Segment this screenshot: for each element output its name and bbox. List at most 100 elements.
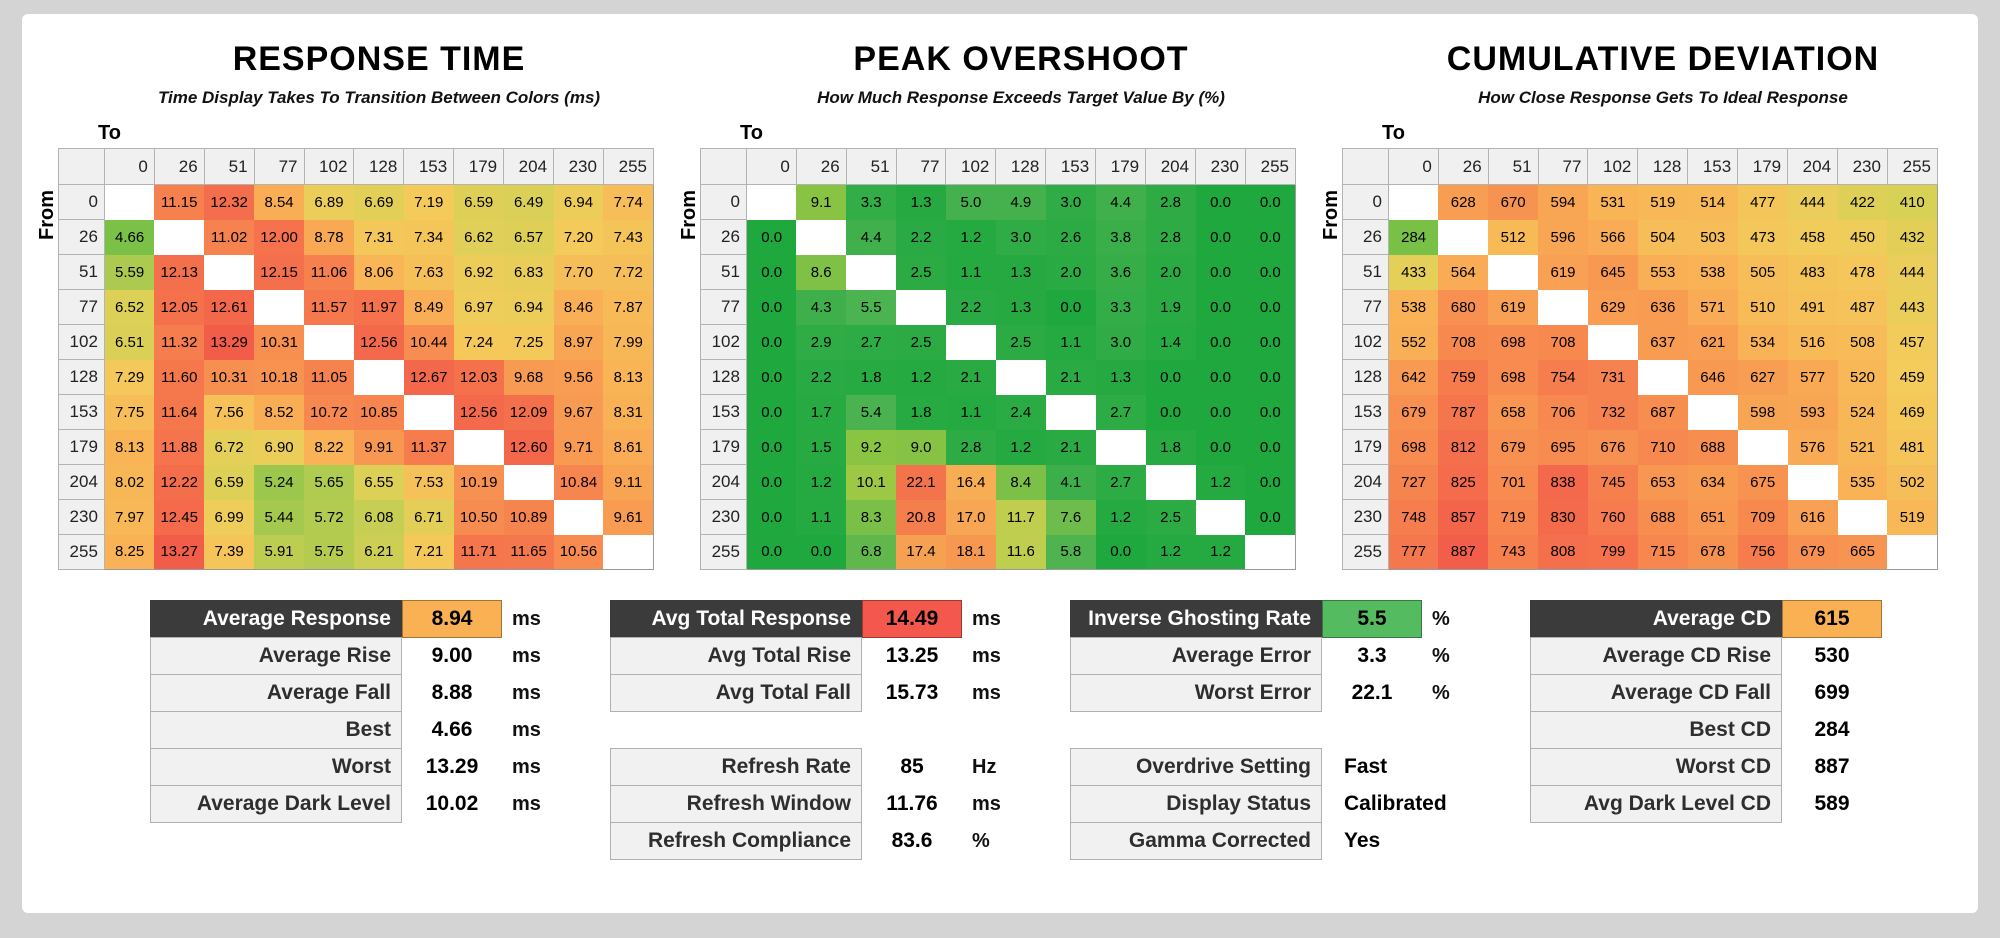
heatmap-data-row: 77 6.52 12.05 12.61 11.57 11.97 8.49 6.97 6.94 8.… — [58, 289, 654, 325]
heatmap-cell: 754 — [1538, 359, 1588, 395]
matrix-peak-overshoot: PEAK OVERSHOOT How Much Response Exceeds… — [678, 14, 1297, 570]
heatmap-cell — [603, 534, 654, 570]
summary-stat-value: Calibrated — [1344, 792, 1447, 815]
summary-stat-label: Best CD — [1530, 711, 1782, 749]
heatmap-data-row: 102 552 708 698 708 637 621 534 516 508 457 — [1342, 324, 1938, 360]
heatmap-cell: 651 — [1687, 499, 1738, 535]
heatmap-cell: 8.3 — [846, 499, 897, 535]
summary-stat-value: 3.3 — [1357, 644, 1387, 667]
heatmap-cell — [1587, 324, 1638, 360]
heatmap-cell: 5.5 — [846, 289, 897, 325]
heatmap-cell: 5.91 — [254, 534, 304, 570]
heatmap-cell: 2.2 — [896, 219, 946, 255]
heatmap-data-row: 128 0.0 2.2 1.8 1.2 2.1 2.1 1.3 0.0 0.0 0.0 — [700, 359, 1296, 395]
heatmap-cell: 8.54 — [254, 184, 304, 220]
heatmap-cell: 760 — [1587, 499, 1638, 535]
heatmap-cell: 1.1 — [1045, 324, 1096, 360]
row-header: 179 — [700, 429, 747, 465]
heatmap-cell: 10.84 — [553, 464, 604, 500]
heatmap-cell: 5.0 — [945, 184, 996, 220]
heatmap-cell: 9.0 — [896, 429, 946, 465]
col-header: 102 — [945, 148, 997, 185]
heatmap-cell — [1637, 359, 1688, 395]
corner-cell — [58, 148, 105, 185]
heatmap-cell: 552 — [1388, 324, 1439, 360]
heatmap-cell: 653 — [1637, 464, 1688, 500]
heatmap-cell: 1.8 — [846, 359, 897, 395]
heatmap-cell: 619 — [1488, 289, 1539, 325]
heatmap-cell: 473 — [1737, 219, 1788, 255]
heatmap-cell: 887 — [1438, 534, 1489, 570]
heatmap-cell: 13.29 — [204, 324, 255, 360]
matrix-subtitle: Time Display Takes To Transition Between… — [157, 88, 601, 107]
heatmap-data-row: 102 0.0 2.9 2.7 2.5 2.5 1.1 3.0 1.4 0.0 0.0 — [700, 324, 1296, 360]
heatmap-cell: 7.75 — [104, 394, 155, 430]
heatmap-cell: 4.1 — [1045, 464, 1096, 500]
heatmap-cell: 1.2 — [1195, 464, 1246, 500]
heatmap-cell: 18.1 — [945, 534, 996, 570]
col-header: 128 — [1637, 148, 1689, 185]
row-header: 0 — [1342, 184, 1389, 220]
heatmap-cell: 519 — [1887, 499, 1938, 535]
heatmap-cell: 1.3 — [1095, 359, 1146, 395]
heatmap-cell: 512 — [1488, 219, 1539, 255]
heatmap-cell: 422 — [1837, 184, 1888, 220]
summary-stat-row: Average Response 8.94 ms — [150, 600, 565, 638]
heatmap-cell: 0.0 — [746, 219, 797, 255]
heatmap-cell: 619 — [1538, 254, 1588, 290]
summary-stat-unit: ms — [972, 681, 1001, 704]
matrix-header: PEAK OVERSHOOT How Much Response Exceeds… — [746, 40, 1296, 108]
heatmap-cell: 708 — [1538, 324, 1588, 360]
heatmap-cell: 8.02 — [104, 464, 155, 500]
heatmap-cell: 10.72 — [304, 394, 354, 430]
heatmap-cell: 0.0 — [1245, 499, 1296, 535]
row-header: 153 — [1342, 394, 1389, 430]
heatmap-cell: 11.71 — [453, 534, 504, 570]
summary-stat-value: 15.73 — [885, 681, 939, 704]
heatmap-cell: 1.2 — [896, 359, 946, 395]
heatmap-cell: 2.8 — [945, 429, 996, 465]
col-header: 102 — [303, 148, 355, 185]
summary-stat-row: Avg Total Rise 13.25 ms — [610, 637, 1025, 675]
heatmap-data-row: 102 6.51 11.32 13.29 10.31 12.56 10.44 7.24 7.25… — [58, 324, 654, 360]
heatmap-cell: 0.0 — [1245, 464, 1296, 500]
heatmap-cell: 0.0 — [746, 499, 797, 535]
summary-stat-value: 8.94 — [402, 600, 502, 638]
heatmap-cell: 9.56 — [553, 359, 604, 395]
heatmap-cell: 698 — [1488, 359, 1539, 395]
heatmap-cell: 621 — [1687, 324, 1738, 360]
col-header: 179 — [1095, 148, 1147, 185]
heatmap-data-row: 128 7.29 11.60 10.31 10.18 11.05 12.67 12.03 9.6… — [58, 359, 654, 395]
heatmap-cell: 777 — [1388, 534, 1439, 570]
heatmap-cell: 6.97 — [453, 289, 504, 325]
heatmap-data-row: 179 8.13 11.88 6.72 6.90 8.22 9.91 11.37 12.60 9.… — [58, 429, 654, 465]
heatmap-cell: 0.0 — [1195, 324, 1246, 360]
row-header: 255 — [58, 534, 105, 570]
summary-stat-label: Inverse Ghosting Rate — [1070, 600, 1322, 638]
heatmap-cell: 9.67 — [553, 394, 604, 430]
heatmap-cell: 675 — [1737, 464, 1788, 500]
heatmap-data-row: 255 8.25 13.27 7.39 5.91 5.75 6.21 7.21 11.71 11.… — [58, 534, 654, 570]
heatmap-cell: 695 — [1538, 429, 1588, 465]
heatmap-cell: 1.2 — [1145, 534, 1196, 570]
heatmap-cell: 17.0 — [945, 499, 996, 535]
heatmap-cell: 593 — [1787, 394, 1838, 430]
col-header: 77 — [895, 148, 947, 185]
heatmap-cell: 701 — [1488, 464, 1539, 500]
heatmap-cell: 0.0 — [1195, 184, 1246, 220]
heatmap-cell: 1.2 — [995, 429, 1046, 465]
summary-table-total-response: Avg Total Response 14.49 ms Avg Total Rise 1… — [610, 600, 1025, 860]
summary-stat-row: Average Rise 9.00 ms — [150, 637, 565, 675]
heatmap-cell: 4.4 — [846, 219, 897, 255]
heatmap-cell — [1145, 464, 1196, 500]
heatmap-cell: 478 — [1837, 254, 1888, 290]
col-header: 51 — [1487, 148, 1539, 185]
summary-stat-label: Avg Total Rise — [610, 637, 862, 675]
matrix-title: CUMULATIVE DEVIATION — [1446, 40, 1880, 78]
summary-stat-row: Average Error 3.3% — [1070, 637, 1485, 675]
col-header: 26 — [1437, 148, 1489, 185]
heatmap-cell: 634 — [1687, 464, 1738, 500]
heatmap-cell: 6.89 — [304, 184, 354, 220]
heatmap-cell: 598 — [1737, 394, 1788, 430]
heatmap-cell: 11.15 — [154, 184, 205, 220]
